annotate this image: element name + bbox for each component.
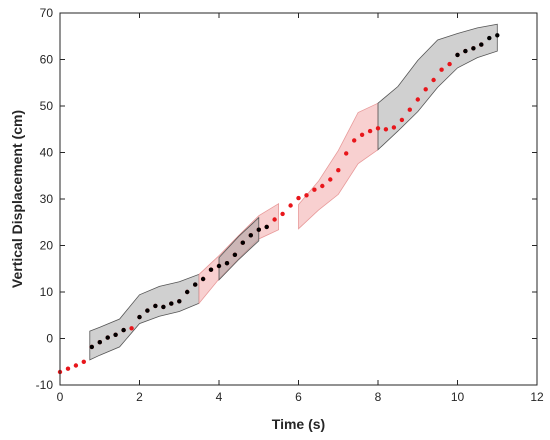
x-tick-label: 2 <box>136 390 143 404</box>
data-point-red <box>375 126 381 131</box>
data-point-black <box>264 224 269 230</box>
data-point-black <box>471 46 476 51</box>
data-point-red <box>391 125 397 130</box>
data-point-black <box>153 303 158 309</box>
data-point-red <box>367 128 373 134</box>
data-point-red <box>359 132 365 137</box>
data-point-black <box>248 233 253 238</box>
data-point-black <box>137 314 142 320</box>
y-tick-label: 10 <box>40 285 54 299</box>
data-point-red <box>407 107 412 112</box>
data-point-red <box>65 366 71 371</box>
data-point-red <box>439 67 444 72</box>
data-point-red <box>344 151 349 156</box>
data-point-black <box>161 304 166 310</box>
data-point-red <box>81 359 87 364</box>
x-tick-label: 6 <box>295 390 302 404</box>
data-point-black <box>177 299 182 304</box>
data-point-red <box>399 117 405 123</box>
y-tick-label: 40 <box>40 146 54 160</box>
x-tick-label: 0 <box>57 390 64 404</box>
data-point-red <box>129 326 134 331</box>
data-point-black <box>463 48 468 54</box>
y-tick-label: 50 <box>40 99 54 113</box>
data-point-black <box>121 327 126 333</box>
band-gray-5 <box>377 23 498 151</box>
data-point-black <box>216 263 222 269</box>
data-point-black <box>495 33 500 38</box>
data-point-red <box>431 77 436 83</box>
data-point-red <box>383 127 389 132</box>
data-point-black <box>169 301 174 306</box>
y-tick-label: 30 <box>40 192 54 206</box>
data-point-red <box>352 138 357 143</box>
data-point-black <box>145 308 150 313</box>
data-point-black <box>193 282 198 287</box>
data-point-red <box>328 177 333 182</box>
x-axis-label: Time (s) <box>272 416 325 432</box>
data-point-red <box>312 187 317 192</box>
data-point-black <box>89 344 95 350</box>
data-point-black <box>232 252 238 257</box>
y-tick-label: 60 <box>40 53 54 67</box>
data-point-black <box>185 289 190 295</box>
data-point-black <box>256 227 261 232</box>
data-point-black <box>208 267 214 272</box>
y-tick-label: 20 <box>40 239 54 253</box>
data-point-black <box>455 52 460 58</box>
data-point-black <box>113 332 118 337</box>
data-point-red <box>447 61 452 67</box>
data-point-black <box>224 261 230 266</box>
data-point-red <box>73 363 79 368</box>
band-gray-3 <box>218 216 260 281</box>
data-point-black <box>105 335 110 340</box>
y-axis-label: Vertical Displacement (cm) <box>9 110 25 288</box>
x-tick-label: 10 <box>451 390 465 404</box>
y-tick-label: 70 <box>40 6 54 20</box>
data-point-black <box>97 340 103 345</box>
data-point-red <box>415 97 420 102</box>
data-point-red <box>288 203 293 208</box>
y-tick-label: -10 <box>36 378 54 392</box>
y-tick-label: 0 <box>46 332 53 346</box>
data-point-black <box>200 276 206 282</box>
data-point-red <box>304 193 309 198</box>
data-points <box>57 33 500 375</box>
x-tick-label: 4 <box>216 390 223 404</box>
data-point-red <box>272 217 277 222</box>
data-point-red <box>296 195 301 201</box>
x-tick-label: 8 <box>375 390 382 404</box>
data-point-red <box>280 211 285 217</box>
data-point-black <box>240 240 245 245</box>
data-point-red <box>423 87 428 92</box>
x-tick-label: 12 <box>530 390 544 404</box>
data-point-red <box>320 183 325 189</box>
data-point-black <box>479 42 484 47</box>
data-point-red <box>336 168 341 173</box>
data-point-black <box>487 35 492 41</box>
